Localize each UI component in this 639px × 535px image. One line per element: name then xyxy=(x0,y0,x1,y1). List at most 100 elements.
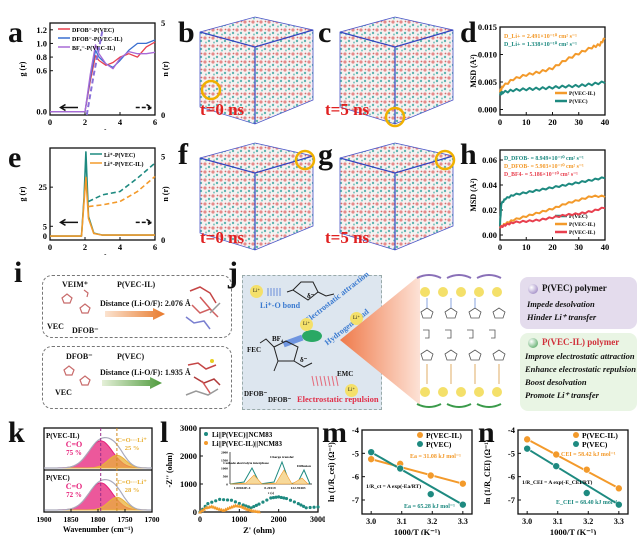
data-point xyxy=(233,500,237,504)
series-line-3 xyxy=(50,44,156,113)
data-point xyxy=(426,471,435,480)
repulsion-dashes xyxy=(311,375,339,387)
diffusion-annotation: D_BF4- = 5.186×10⁻¹⁰ cm² s⁻¹ xyxy=(504,171,578,178)
y-tick-label: 1000 xyxy=(180,479,197,489)
plot-frame xyxy=(517,429,629,515)
y-axis-label: g (r) xyxy=(18,186,27,201)
inset-y-tick: 2000 xyxy=(221,451,228,455)
x-axis-label: Time (ns) xyxy=(535,253,570,255)
plot-frame xyxy=(499,26,606,116)
series-line-1 xyxy=(499,176,606,226)
snapshot-g-cube xyxy=(339,142,456,251)
n-r-dashed-pvecil xyxy=(88,175,156,208)
snapshot-f-time: t=0 ns xyxy=(200,228,245,247)
chart-a-rdf: 0 2 4 6 0.0 0.6 0.8 1.0 1.2 r (Å) g (r) DFOB⁻-P(VEC… xyxy=(18,18,170,130)
x-tick-label: 20 xyxy=(548,242,557,252)
legend-marker xyxy=(417,441,423,447)
x-tick-label: 0 xyxy=(198,515,202,524)
y-tick-label: 1.0 xyxy=(36,38,47,48)
activation-energy-annotation: E_CEI = 68.40 kJ mol⁻¹ xyxy=(556,500,618,506)
snapshot-b-cube xyxy=(199,16,314,125)
legend-label: P(VEC) xyxy=(569,213,588,220)
data-point xyxy=(523,444,531,453)
inset-label: Diffusion xyxy=(297,464,311,468)
inset-drt-pvecil xyxy=(229,469,309,485)
arrow-green xyxy=(102,377,162,389)
legend-label: P(VEC) xyxy=(569,98,588,105)
x-tick-label: 1900 xyxy=(37,515,52,524)
peak-percent: 75 % xyxy=(66,449,82,457)
panel-label-k: k xyxy=(8,416,25,449)
x-tick-label: 1800 xyxy=(91,515,106,524)
data-point xyxy=(261,500,265,504)
envelope-line xyxy=(44,436,152,469)
y-tick-label: 0.010 xyxy=(478,50,497,60)
data-point xyxy=(210,500,214,504)
panel-label-h: h xyxy=(460,138,477,171)
data-point xyxy=(198,510,202,514)
imidazolium-structure xyxy=(259,338,313,372)
y-tick-label: 0.0 xyxy=(36,107,47,117)
pvecil-item-3: Boost desolvation xyxy=(525,377,587,387)
y-tick-label: -4 xyxy=(352,425,360,435)
data-point xyxy=(282,496,286,500)
distance-pvec: Distance (Li-O/F): 1.935 Å xyxy=(100,368,191,377)
peak-percent: 72 % xyxy=(66,491,82,499)
data-point xyxy=(206,502,210,506)
data-point xyxy=(277,495,281,499)
pvec-item-1: Impede desolvation xyxy=(527,299,595,309)
y-axis-label: g (r) xyxy=(18,61,27,76)
data-point xyxy=(396,464,404,473)
panel-label-e: e xyxy=(8,141,22,174)
x-axis-label: Time (ns) xyxy=(535,128,570,130)
data-point xyxy=(284,496,289,501)
x-tick-label: 20 xyxy=(548,117,557,127)
x-tick-label: 3.0 xyxy=(366,517,376,526)
x-tick-label: 3.0 xyxy=(522,517,532,526)
y-tick-label: 0 xyxy=(43,231,47,241)
legend-label: P(VEC-IL) xyxy=(582,431,618,440)
data-point xyxy=(615,500,623,509)
data-point xyxy=(312,505,316,509)
pvec-item-2: Hinder Li⁺ transfer xyxy=(527,312,597,322)
distance-pvecil: Distance (Li-O/F): 2.076 Å xyxy=(100,299,191,308)
data-point xyxy=(299,503,303,507)
legend-label: P(VEC) xyxy=(426,440,452,449)
legend-label: Li⁺-P(VEC-IL) xyxy=(104,161,144,168)
inset-label: Charge transfer xyxy=(270,455,294,459)
snapshot-b-time: t=0 ns xyxy=(200,100,245,119)
y-tick-label: 0.000 xyxy=(478,105,497,115)
data-point xyxy=(279,495,283,500)
data-point xyxy=(229,498,234,502)
envelope-line xyxy=(44,478,152,511)
plot-frame xyxy=(49,147,156,241)
data-point xyxy=(367,448,375,456)
data-point xyxy=(301,504,306,508)
panel-label-n: n xyxy=(478,416,495,449)
data-point xyxy=(582,489,591,497)
x-tick-label: 0 xyxy=(498,117,502,127)
legend-label: Li⁺-P(VEC) xyxy=(104,152,135,159)
y-axis-label: -Z'' (ohm) xyxy=(165,452,174,487)
panel-i-pvec-box xyxy=(42,346,232,409)
x-axis-label: r (Å) xyxy=(94,253,112,255)
x-tick-label: 0 xyxy=(48,117,52,127)
chart-l-eis: 0 1000 2000 3000 0 1000 2000 3000 Z' (ohm) -Z'' (… xyxy=(165,423,325,535)
activation-energy-annotation: Ea = 31.08 kJ mol⁻¹ xyxy=(410,454,461,460)
data-point xyxy=(265,498,269,502)
peak-percent: 28 % xyxy=(125,487,140,494)
cluster-pvecil xyxy=(185,286,221,330)
label-vec: VEC xyxy=(47,322,64,331)
delta-neg-label: δ⁻ xyxy=(307,292,315,300)
series-line-1 xyxy=(499,37,606,93)
x-axis-label: Wavenumber (cm⁻¹) xyxy=(63,525,134,534)
legend-label: BF₄⁻-P(VEC-IL) xyxy=(72,45,115,52)
legend-label: P(VEC) xyxy=(582,440,608,449)
pvecil-polymer-box xyxy=(520,333,637,411)
x-tick-label: 1000 xyxy=(231,515,247,524)
y-tick-label: 0.00 xyxy=(482,230,497,240)
panel-label-m: m xyxy=(322,416,347,449)
data-point xyxy=(615,484,623,493)
equation-annotation: 1/R_CEI = A exp(-E_CEI/RT) xyxy=(522,479,592,486)
data-point xyxy=(218,497,222,501)
